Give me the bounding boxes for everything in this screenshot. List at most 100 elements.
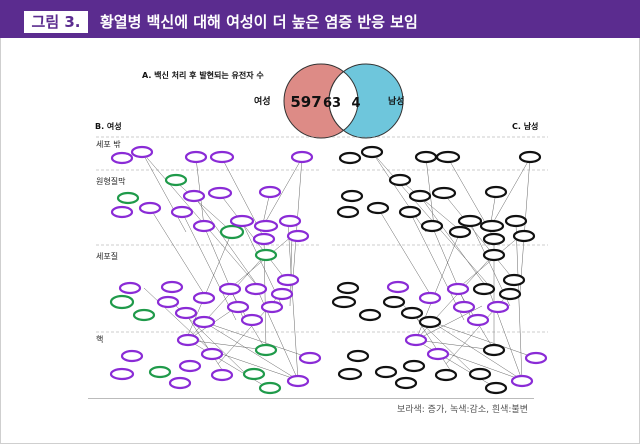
figure-title: 황열병 백신에 대해 여성이 더 높은 염증 반응 보임	[100, 13, 418, 31]
node-c	[510, 374, 534, 388]
node-c	[431, 186, 457, 200]
venn-diagram: 597 63 4 여성 남성	[254, 63, 405, 139]
node-b	[192, 291, 216, 305]
node-c	[452, 300, 476, 314]
node-b	[244, 282, 268, 296]
node-c	[340, 189, 364, 203]
venn-male-count: 4	[351, 96, 360, 111]
node-b	[170, 205, 194, 219]
node-c	[394, 376, 418, 390]
node-c	[388, 173, 412, 187]
node-b	[286, 374, 310, 388]
node-c	[374, 365, 398, 379]
node-b	[290, 150, 314, 164]
node-c	[404, 333, 428, 347]
node-b	[138, 201, 162, 215]
compartment-nucleus: 핵	[96, 334, 103, 344]
node-b	[164, 173, 188, 187]
node-b	[200, 347, 224, 361]
node-c	[418, 291, 442, 305]
venn-overlap	[328, 70, 359, 132]
venn-male-label: 남성	[388, 95, 405, 107]
node-c	[504, 214, 528, 228]
node-c	[518, 150, 542, 164]
node-c	[457, 214, 483, 228]
venn-female-count: 597	[290, 93, 321, 111]
node-b	[229, 214, 255, 228]
node-c	[484, 185, 508, 199]
node-b	[192, 315, 216, 329]
node-c	[434, 368, 458, 382]
panel-c-caption: C. 남성	[512, 121, 538, 131]
network-b-edges	[141, 151, 311, 389]
node-b	[109, 294, 135, 310]
node-c	[331, 295, 357, 309]
color-legend-note: 보라색: 증가, 녹색:감소, 흰색:불변	[396, 405, 528, 415]
node-b	[240, 313, 264, 327]
node-b	[242, 367, 266, 381]
node-c	[502, 273, 526, 287]
node-c	[336, 281, 360, 295]
node-c	[400, 306, 424, 320]
node-c	[408, 189, 432, 203]
node-b	[109, 367, 135, 381]
node-b	[209, 150, 235, 164]
compartment-extracellular: 세포 밖	[96, 139, 121, 149]
node-c	[498, 287, 522, 301]
node-c	[482, 248, 506, 262]
node-c	[418, 315, 442, 329]
node-c	[360, 145, 384, 159]
node-b	[130, 145, 154, 159]
node-b	[252, 232, 276, 246]
node-c	[336, 205, 360, 219]
node-c	[479, 219, 505, 233]
node-c	[338, 151, 362, 165]
node-c	[482, 343, 506, 357]
node-b	[184, 150, 208, 164]
node-c	[346, 349, 370, 363]
node-c	[426, 347, 450, 361]
node-b	[116, 191, 140, 205]
figure-header: 그림 3. 황열병 백신에 대해 여성이 더 높은 염증 반응 보임	[0, 0, 640, 38]
node-c	[524, 351, 548, 365]
node-b	[210, 368, 234, 382]
node-b	[219, 224, 245, 240]
node-c	[386, 280, 410, 294]
node-b	[156, 295, 180, 309]
network-c-nodes	[331, 145, 548, 395]
node-c	[482, 232, 506, 246]
node-b	[260, 300, 284, 314]
network-b-nodes	[109, 145, 322, 395]
node-c	[466, 313, 490, 327]
node-b	[253, 219, 279, 233]
node-c	[382, 295, 406, 309]
node-c	[414, 150, 438, 164]
node-c	[435, 150, 461, 164]
panel-b-caption: B. 여성	[95, 121, 122, 131]
network-c-edges	[371, 151, 537, 389]
compartment-plasma-membrane: 원형질막	[96, 176, 126, 186]
node-c	[472, 282, 496, 296]
node-b	[110, 151, 134, 165]
node-c	[398, 205, 422, 219]
node-c	[468, 367, 492, 381]
node-b	[258, 185, 282, 199]
venn-female-label: 여성	[254, 95, 271, 107]
node-b	[207, 186, 233, 200]
node-c	[366, 201, 390, 215]
node-c	[337, 367, 363, 381]
node-b	[176, 333, 200, 347]
node-c	[512, 229, 536, 243]
node-b	[298, 351, 322, 365]
node-b	[276, 273, 300, 287]
node-c	[402, 359, 426, 373]
node-b	[118, 281, 142, 295]
node-c	[484, 381, 508, 395]
node-b	[226, 300, 250, 314]
node-b	[258, 381, 282, 395]
node-b	[132, 308, 156, 322]
figure-bottom-rule	[88, 398, 534, 399]
node-b	[270, 287, 294, 301]
node-b	[254, 248, 278, 262]
